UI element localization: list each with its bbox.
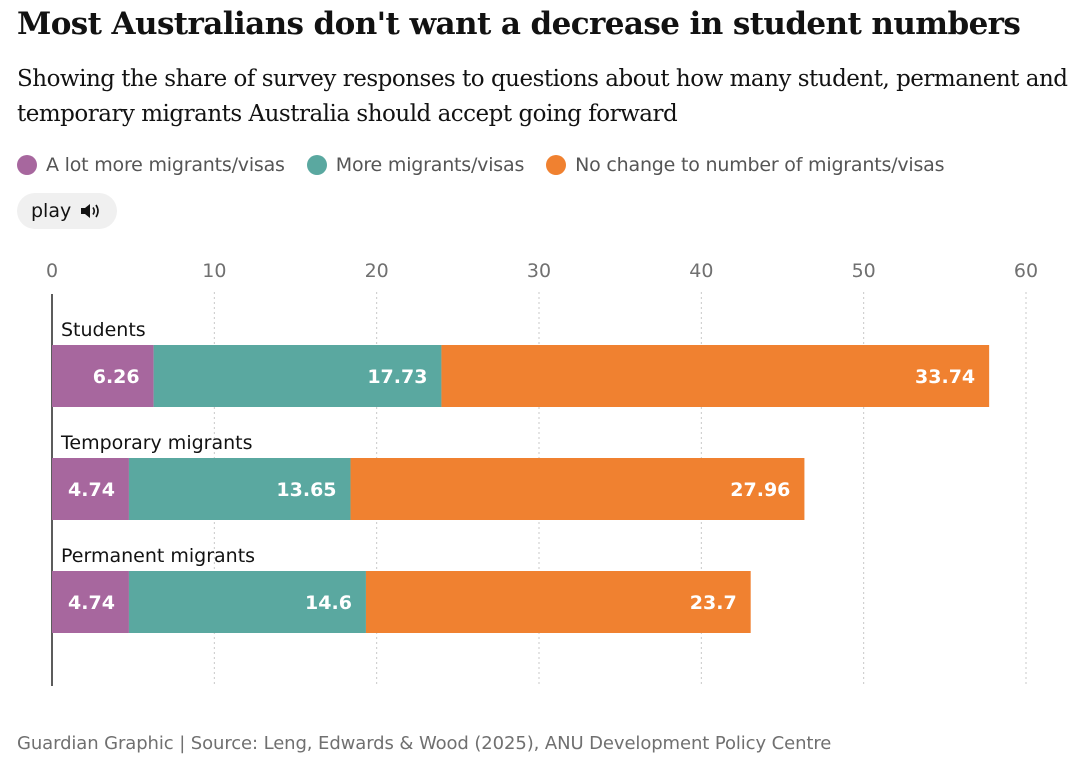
bar-segment <box>441 345 990 407</box>
legend-label-a-lot-more: A lot more migrants/visas <box>46 154 285 176</box>
bar-segment <box>52 458 129 520</box>
x-tick-label: 40 <box>689 260 713 282</box>
bar-segment <box>350 458 805 520</box>
x-tick-label: 50 <box>852 260 876 282</box>
data-label: 27.96 <box>730 479 790 501</box>
x-tick-label: 0 <box>46 260 58 282</box>
data-label: 4.74 <box>68 479 115 501</box>
x-tick-label: 30 <box>527 260 551 282</box>
legend-label-more: More migrants/visas <box>335 154 525 176</box>
source-note: Guardian Graphic | Source: Leng, Edwards… <box>17 733 832 754</box>
x-tick-label: 60 <box>1014 260 1038 282</box>
stacked-bar-chart: 0 10 20 30 40 50 60 Students 6.26 17.73 33.74 Tempo… <box>46 260 1038 686</box>
data-label: 6.26 <box>93 366 140 388</box>
legend-item-a-lot-more: A lot more migrants/visas <box>17 154 285 176</box>
data-label: 14.6 <box>305 592 352 614</box>
legend-swatch-a-lot-more <box>17 155 37 175</box>
play-label: play <box>31 200 72 222</box>
chart-title: Most Australians don't want a decrease i… <box>17 6 1021 42</box>
data-label: 17.73 <box>367 366 427 388</box>
bar-segment <box>128 458 351 520</box>
bar-segment <box>52 571 129 633</box>
bar-segment <box>128 571 366 633</box>
x-tick-label: 10 <box>202 260 226 282</box>
category-label: Students <box>61 319 146 341</box>
play-button[interactable]: play <box>17 193 118 229</box>
legend-swatch-more <box>306 155 327 175</box>
bar-segment <box>365 571 751 633</box>
legend-item-more: More migrants/visas <box>306 154 525 176</box>
data-label: 4.74 <box>68 592 115 614</box>
legend-swatch-no-change <box>546 155 567 175</box>
category-label: Permanent migrants <box>61 545 255 567</box>
speaker-icon <box>81 204 100 218</box>
data-label: 33.74 <box>915 366 975 388</box>
legend: A lot more migrants/visas More migrants/… <box>17 150 966 180</box>
chart-subtitle: Showing the share of survey responses to… <box>17 66 1068 127</box>
legend-label-no-change: No change to number of migrants/visas <box>575 154 945 176</box>
category-label: Temporary migrants <box>60 432 253 454</box>
bar-segment <box>52 345 154 407</box>
bar-segment <box>153 345 442 407</box>
legend-item-no-change: No change to number of migrants/visas <box>546 154 945 176</box>
data-label: 13.65 <box>276 479 336 501</box>
data-label: 23.7 <box>690 592 737 614</box>
x-tick-label: 20 <box>365 260 389 282</box>
